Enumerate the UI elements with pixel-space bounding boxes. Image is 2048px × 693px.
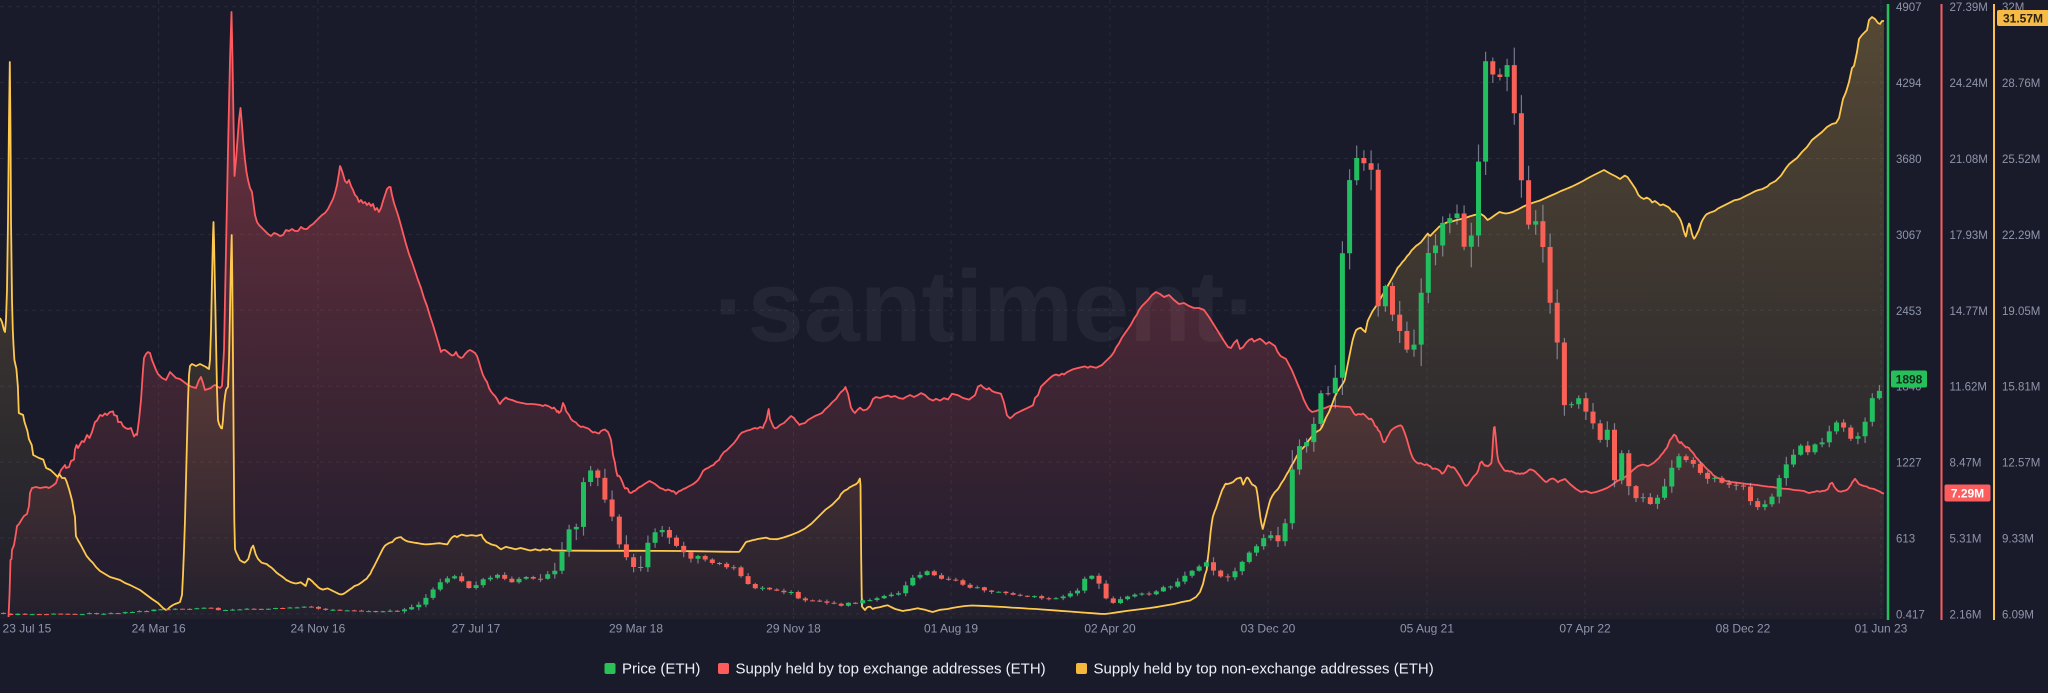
svg-text:6.09M: 6.09M	[2002, 609, 2034, 621]
svg-text:01 Aug 19: 01 Aug 19	[924, 622, 978, 636]
svg-text:28.76M: 28.76M	[2002, 78, 2040, 90]
svg-text:24 Nov 16: 24 Nov 16	[291, 622, 346, 636]
svg-text:5.31M: 5.31M	[1950, 534, 1982, 546]
svg-text:1227: 1227	[1896, 458, 1922, 470]
svg-text:25.52M: 25.52M	[2002, 154, 2040, 166]
svg-text:3067: 3067	[1896, 230, 1922, 242]
svg-text:9.33M: 9.33M	[2002, 534, 2034, 546]
svg-text:27.39M: 27.39M	[1950, 2, 1988, 14]
svg-text:11.62M: 11.62M	[1950, 382, 1988, 394]
svg-text:29 Nov 18: 29 Nov 18	[766, 622, 821, 636]
svg-text:613: 613	[1896, 534, 1915, 546]
svg-text:05 Aug 21: 05 Aug 21	[1400, 622, 1454, 636]
svg-text:Price (ETH): Price (ETH)	[622, 661, 700, 678]
svg-text:08 Dec 22: 08 Dec 22	[1716, 622, 1771, 636]
svg-text:12.57M: 12.57M	[2002, 458, 2040, 470]
svg-text:15.81M: 15.81M	[2002, 382, 2040, 394]
svg-text:03 Dec 20: 03 Dec 20	[1241, 622, 1296, 636]
svg-text:14.77M: 14.77M	[1950, 306, 1988, 318]
svg-text:24 Mar 16: 24 Mar 16	[132, 622, 186, 636]
svg-text:21.08M: 21.08M	[1950, 154, 1988, 166]
svg-text:24.24M: 24.24M	[1950, 78, 1988, 90]
svg-text:23 Jul 15: 23 Jul 15	[3, 622, 52, 636]
svg-text:22.29M: 22.29M	[2002, 230, 2040, 242]
svg-text:02 Apr 20: 02 Apr 20	[1084, 622, 1136, 636]
svg-text:4294: 4294	[1896, 78, 1922, 90]
svg-text:1898: 1898	[1896, 373, 1923, 387]
svg-text:27 Jul 17: 27 Jul 17	[452, 622, 501, 636]
svg-text:17.93M: 17.93M	[1950, 230, 1988, 242]
svg-text:19.05M: 19.05M	[2002, 306, 2040, 318]
svg-text:3680: 3680	[1896, 154, 1922, 166]
svg-text:Supply held by top exchange ad: Supply held by top exchange addresses (E…	[736, 661, 1046, 678]
svg-text:31.57M: 31.57M	[2003, 12, 2043, 26]
svg-text:8.47M: 8.47M	[1950, 458, 1982, 470]
svg-text:2.16M: 2.16M	[1950, 609, 1982, 621]
svg-text:4907: 4907	[1896, 2, 1922, 14]
svg-text:2453: 2453	[1896, 306, 1922, 318]
svg-text:07 Apr 22: 07 Apr 22	[1559, 622, 1611, 636]
svg-text:29 Mar 18: 29 Mar 18	[609, 622, 663, 636]
svg-text:01 Jun 23: 01 Jun 23	[1855, 622, 1908, 636]
svg-text:0.417: 0.417	[1896, 609, 1925, 621]
svg-text:7.29M: 7.29M	[1951, 487, 1984, 501]
svg-text:Supply held by top non-exchang: Supply held by top non-exchange addresse…	[1094, 661, 1434, 678]
